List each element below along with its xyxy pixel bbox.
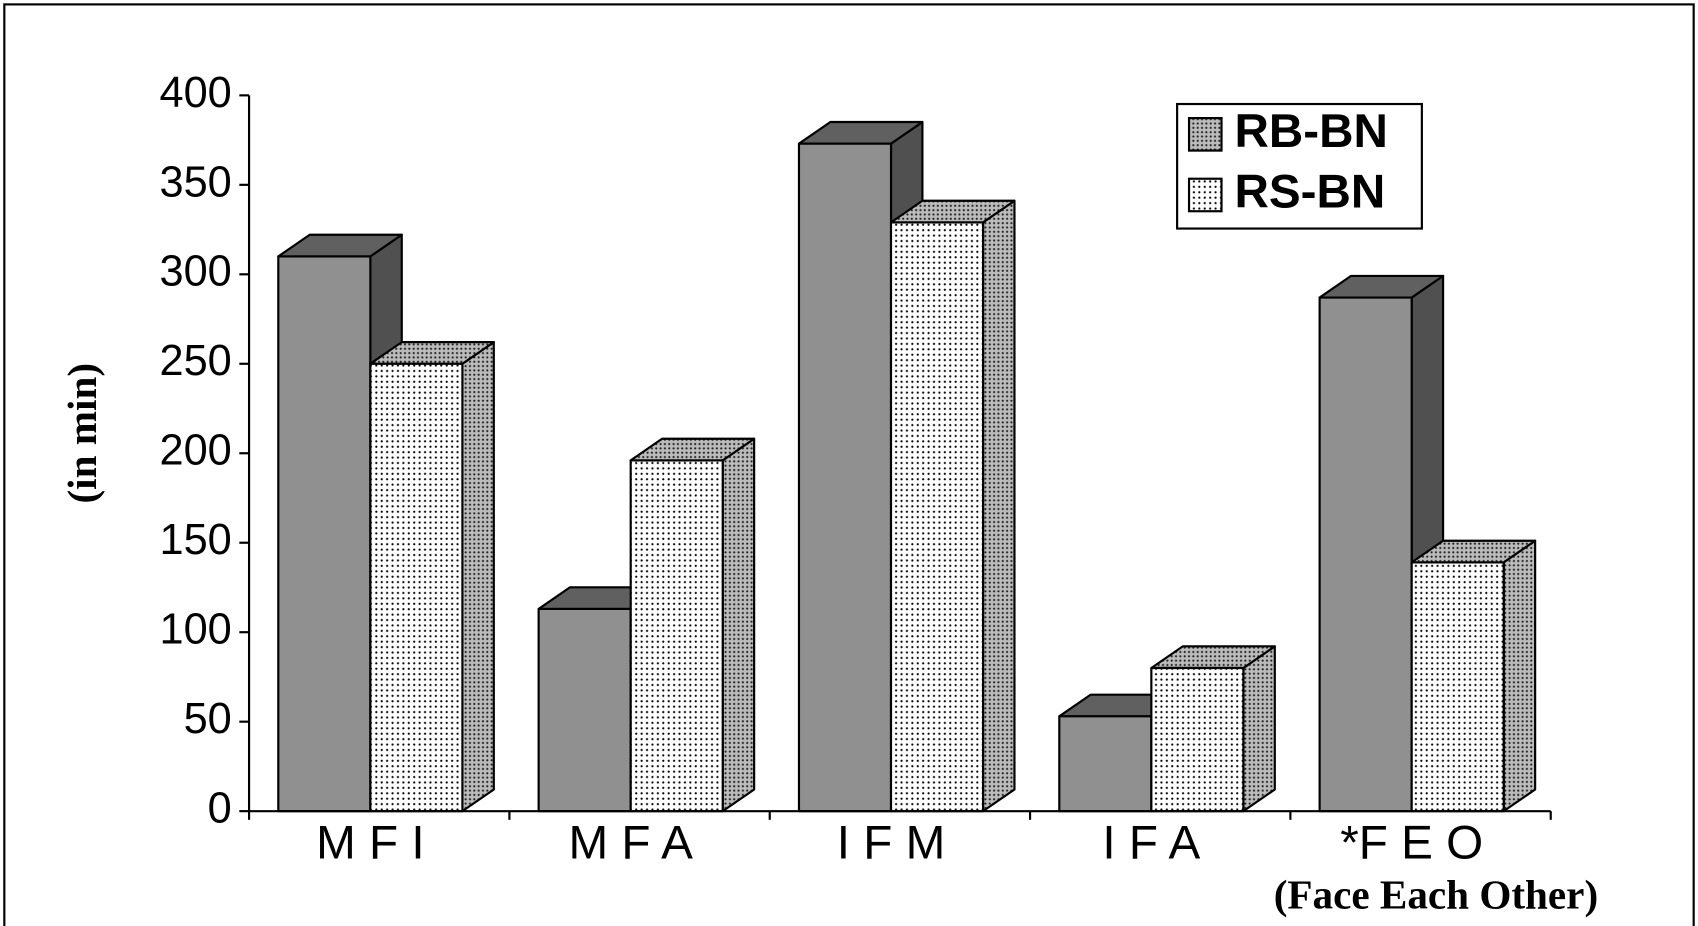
y-tick-label: 350 [159,158,231,206]
bar [1318,296,1413,813]
y-tick-label: 250 [159,337,231,385]
bar [537,607,632,813]
bar-side [1502,539,1537,813]
annotation: (Face Each Other) [1274,871,1598,918]
bar-side [1242,645,1276,813]
legend-swatch [1187,177,1223,213]
legend-label: RB-BN [1235,105,1388,158]
bar [1410,561,1505,813]
x-tick-label: M F I [316,816,424,869]
x-tick-label: *F E O [1340,816,1483,869]
y-axis-label: (in min) [59,363,106,504]
y-tick-label: 200 [159,427,231,475]
bar [277,255,372,813]
bar-side [721,437,756,813]
y-tick-label: 300 [159,248,231,296]
bar-side [461,341,495,813]
legend-label: RS-BN [1235,166,1386,219]
bar [889,221,985,813]
bar [1150,666,1245,813]
y-tick-label: 0 [208,785,232,833]
y-tick-label: 150 [159,516,231,564]
bar [1058,715,1153,813]
x-tick-label: M F A [568,816,693,869]
y-tick-label: 400 [159,69,231,117]
bar [629,459,724,813]
legend-swatch [1187,117,1223,152]
x-tick-label: I F A [1102,816,1200,869]
bar-side [981,199,1016,813]
x-tick-label: I F M [837,816,945,869]
bar [369,362,464,813]
bar [797,142,893,813]
y-tick-label: 100 [159,606,231,654]
y-tick-label: 50 [184,695,232,743]
